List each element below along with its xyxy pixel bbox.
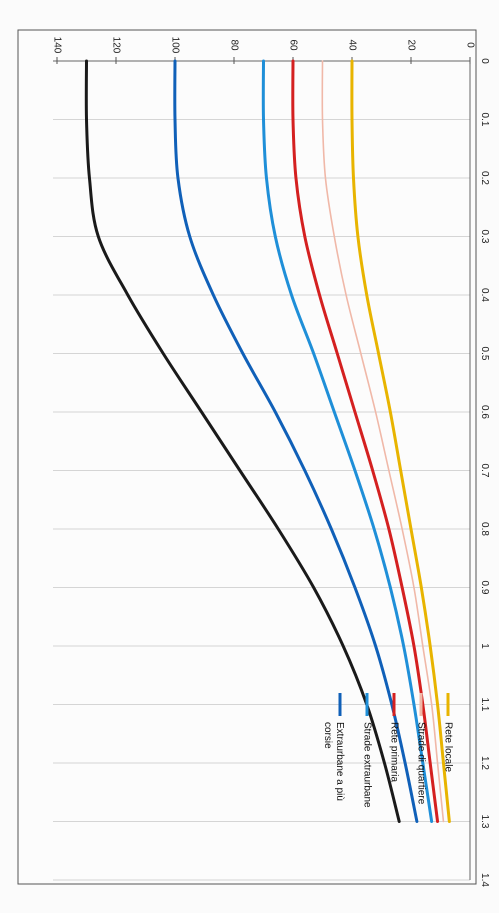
y-tick-label: 100 [169,37,180,54]
y-tick-label: 40 [346,39,357,51]
x-tick-label: 0.9 [479,581,490,595]
legend-label: Strade di quartiere [415,722,426,805]
y-tick-label: 20 [405,39,416,51]
series-line-strade-di-quartiere [321,60,445,823]
legend-label: Extraurbane a piùcorsie [322,722,345,801]
y-tick-label: 60 [287,39,298,51]
x-tick-label: 1.4 [479,873,490,887]
x-tick-label: 0.5 [479,347,490,361]
legend-label: Rete primaria [388,722,399,782]
x-tick-label: 1 [479,643,490,649]
series-line-strade-extraurbane [261,59,434,823]
x-tick-label: 1.1 [479,698,490,712]
y-tick-label: 80 [228,39,239,51]
series-line-unlabeled [84,59,401,823]
legend-label: Strade extraurbane [361,722,372,808]
x-tick-label: 0.6 [479,405,490,419]
x-tick-label: 0.2 [479,171,490,185]
series-line-rete-locale [350,59,451,823]
x-tick-label: 0.3 [479,230,490,244]
x-tick-label: 0.7 [479,464,490,478]
y-tick-label: 120 [110,37,121,54]
x-tick-label: 0.8 [479,522,490,536]
y-tick-label: 140 [51,37,62,54]
series-line-extraurbane-a-pi-corsie [173,59,419,823]
x-tick-label: 0.1 [479,113,490,127]
x-tick-label: 0.4 [479,288,490,302]
y-tick-label: 0 [464,42,475,48]
x-tick-label: 1.2 [479,756,490,770]
x-tick-label: 0 [479,58,490,64]
legend-label: Rete locale [442,722,453,772]
x-tick-label: 1.3 [479,815,490,829]
